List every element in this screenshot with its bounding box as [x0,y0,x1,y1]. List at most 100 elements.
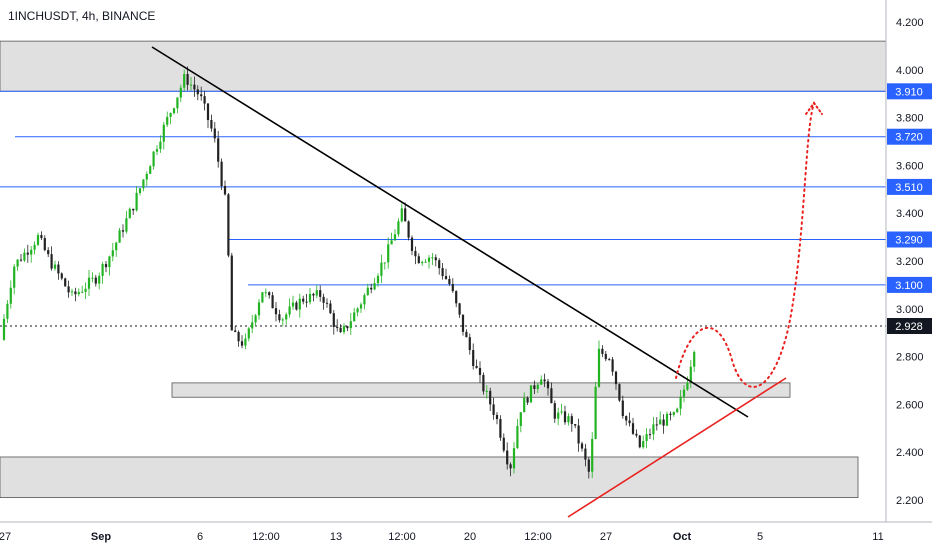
candle-body [563,411,567,423]
candle-body [169,113,172,117]
price-axis[interactable]: 4.200 4.000 3.800 3.600 3.400 3.200 3.000 2.800… [896,17,924,507]
candle-body [424,261,427,263]
candle-body [2,318,6,340]
candle-body [26,252,29,255]
candle-body [332,313,335,327]
candle-body [186,74,189,85]
candle-body [278,314,281,321]
candle-body [546,381,550,389]
candle-body [162,124,165,142]
time-tick-label: 20 [464,531,476,543]
candle-body [193,84,196,90]
candle-body [84,288,87,292]
level-badge-label: 3.720 [895,132,923,144]
candle-body [526,397,529,403]
candle-body [223,185,227,195]
candle-body [659,419,662,425]
candle-body [247,328,250,339]
time-tick-label: 6 [197,531,203,543]
candle-body [444,276,448,279]
candle-body [574,424,577,426]
candle-body [210,120,213,129]
time-tick-label: 12:00 [524,531,552,543]
candle-body [506,450,509,465]
price-tick-label: 3.200 [896,256,924,268]
price-tick-label: 2.200 [896,495,924,507]
candle-body [81,291,84,293]
candle-body [417,256,420,264]
candle-body [359,304,363,309]
candle-body [601,348,604,354]
time-axis[interactable]: 27 Sep 6 12:00 13 12:00 20 12:00 27 Oct 5 11 [0,531,884,543]
candle-body [635,433,638,436]
candle-body [604,353,607,360]
candle-body [465,331,468,338]
price-tick-label: 3.800 [896,113,924,125]
trendline-descending [151,46,749,418]
candle-body [400,208,403,222]
candle-body [529,385,533,403]
candle-body [495,414,499,420]
candle-body [264,292,267,294]
candle-body [543,379,546,382]
candle-body [499,419,502,438]
candle-body [536,384,539,389]
candle-body [383,262,386,264]
candle-body [516,425,519,449]
candle-body [611,359,614,372]
candle-body [285,314,288,320]
time-tick-label: 27 [600,531,612,543]
candle-body [67,286,70,293]
price-badges: 3.910 3.720 3.510 3.290 3.100 2.928 [887,83,932,335]
candle-body [16,259,19,267]
candle-body [244,338,247,346]
candle-body [23,252,26,261]
candle-body [230,255,233,331]
candle-body [652,424,655,435]
candle-body [115,242,118,251]
candle-body [196,89,199,95]
candle-body [329,303,332,314]
candle-body [523,397,526,413]
candle-body [519,412,522,426]
candle-body [550,388,553,404]
price-tick-label: 3.400 [896,208,924,220]
level-badge-label: 3.510 [895,182,923,194]
candle-body [217,138,220,162]
candle-body [9,287,12,304]
candle-body [597,348,601,387]
candle-body [438,260,441,269]
candle-body [441,268,444,277]
candle-body [203,96,206,104]
candle-body [410,237,414,251]
zone-resistance [0,40,887,92]
level-badge [887,128,932,145]
candle-body [291,302,295,307]
candle-body [240,341,244,346]
price-tick-label: 2.400 [896,447,924,459]
candle-body [135,192,138,211]
candle-body [414,250,417,257]
candle-body [53,264,57,269]
candle-body [19,259,23,261]
level-badge [887,276,932,293]
candle-body [132,208,135,211]
candle-body [577,425,580,444]
candle-body [631,423,635,434]
candle-body [121,230,125,232]
candle-body [621,400,624,417]
zones-layer [0,40,887,499]
level-badge [887,231,932,248]
candle-body [492,404,495,415]
candle-body [638,435,641,448]
trendlines-layer [151,46,823,518]
candle-body [427,257,431,262]
candle-body [512,448,516,469]
candle-body [30,249,33,255]
time-tick-label: 5 [757,531,763,543]
candle-body [468,337,471,351]
candle-body [509,464,512,469]
candle-body [108,256,111,268]
